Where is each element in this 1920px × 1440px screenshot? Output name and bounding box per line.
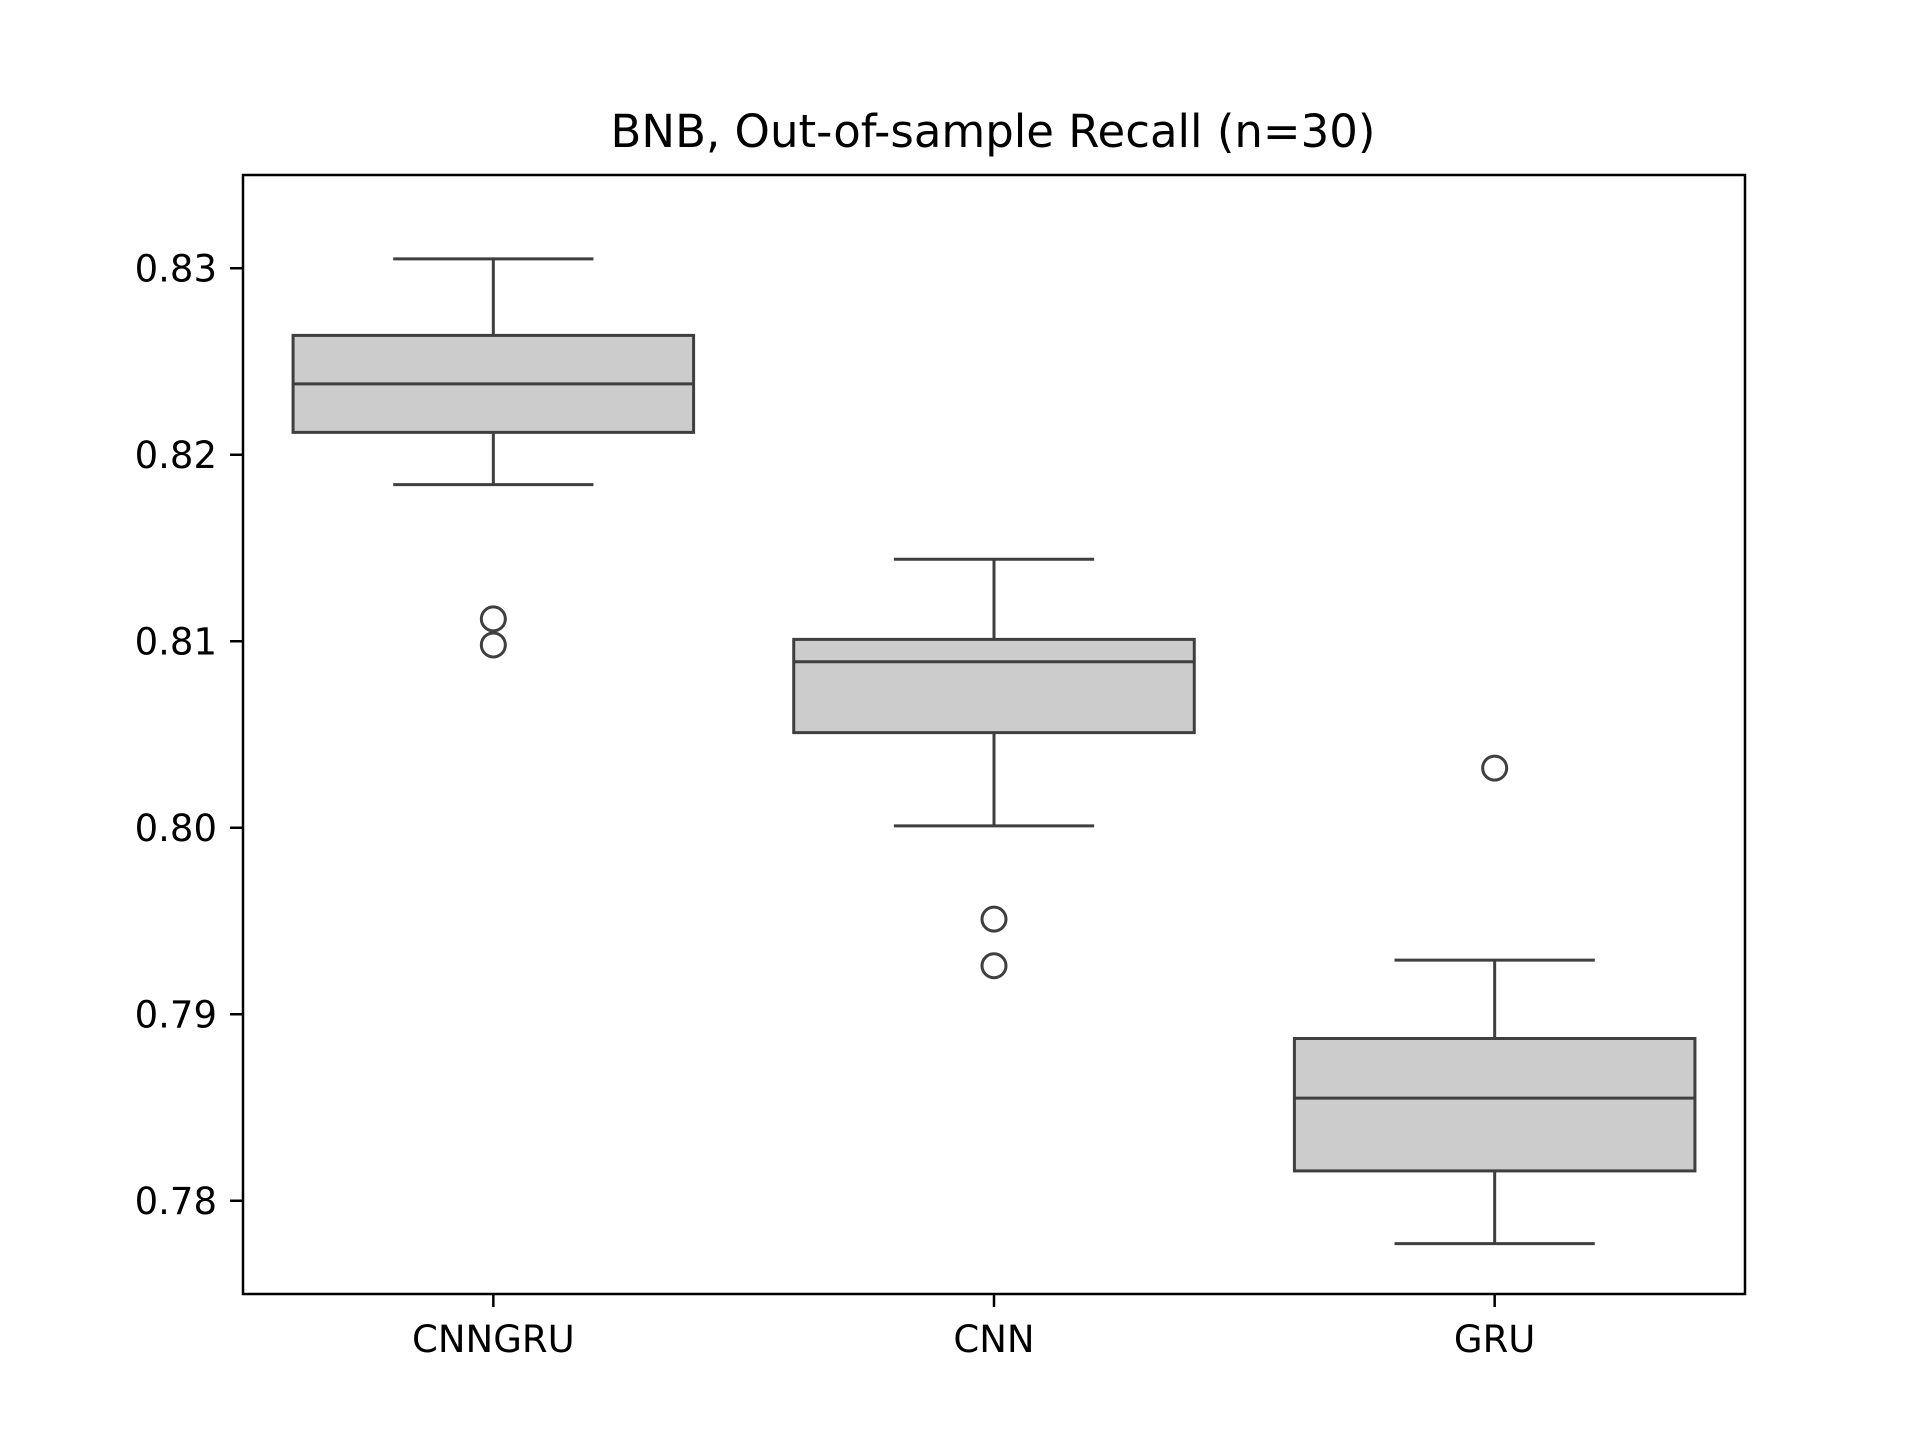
outlier-point <box>980 905 1008 933</box>
iqr-box <box>1292 1036 1697 1173</box>
chart-title: BNB, Out-of-sample Recall (n=30) <box>611 105 1376 158</box>
x-tick-label: CNN <box>953 1318 1034 1361</box>
x-tick-label: CNNGRU <box>412 1318 575 1361</box>
y-tick-label: 0.83 <box>135 247 217 290</box>
outlier-point <box>479 605 507 633</box>
y-tick-label: 0.81 <box>135 620 217 663</box>
plot-frame <box>241 173 1747 1296</box>
y-tick-label: 0.78 <box>135 1180 217 1223</box>
outlier-point <box>479 631 507 659</box>
outlier-point <box>1481 754 1509 782</box>
outlier-point <box>980 952 1008 980</box>
iqr-box <box>792 637 1196 735</box>
y-tick-label: 0.79 <box>135 993 217 1036</box>
y-tick-label: 0.80 <box>135 807 217 850</box>
x-tick-label: GRU <box>1454 1318 1535 1361</box>
y-tick-label: 0.82 <box>135 434 217 477</box>
